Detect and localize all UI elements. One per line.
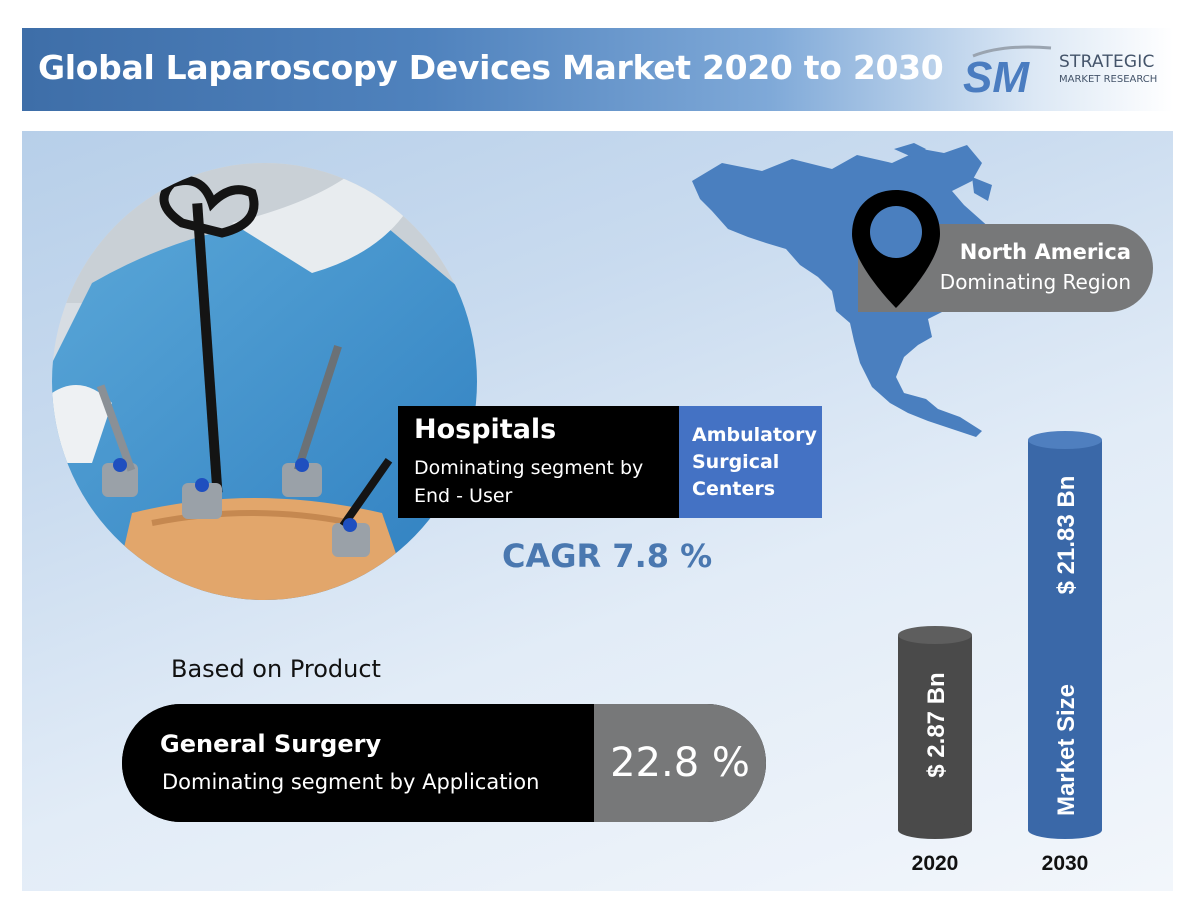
application-pill-left: General Surgery Dominating segment by Ap… xyxy=(122,704,594,822)
bar-base-2020 xyxy=(898,821,972,839)
bar-cap-2020 xyxy=(898,626,972,644)
product-heading: Based on Product xyxy=(171,655,381,683)
company-logo: SM STRATEGIC MARKET RESEARCH xyxy=(963,42,1163,98)
market-size-chart: $ 2.87 Bn 2020 $ 21.83 Bn Market Size 2030 xyxy=(880,420,1140,890)
bar-value-label-2030: $ 21.83 Bn xyxy=(1053,476,1080,595)
application-pill-right: 22.8 % xyxy=(594,704,766,822)
secondary-segment-label: Ambulatory Surgical Centers xyxy=(692,424,817,500)
application-pill: General Surgery Dominating segment by Ap… xyxy=(122,704,766,822)
end-user-subtitle: Dominating segment by End - User xyxy=(414,457,644,507)
category-label-2030: 2030 xyxy=(1042,852,1089,875)
bar-body-2030 xyxy=(1028,440,1102,830)
region-name: North America xyxy=(959,240,1131,264)
region-subtitle: Dominating Region xyxy=(939,270,1131,294)
surgery-photo xyxy=(52,163,477,600)
bar-value-label-2020: $ 2.87 Bn xyxy=(923,672,950,777)
application-share: 22.8 % xyxy=(610,740,750,786)
end-user-title: Hospitals xyxy=(414,414,557,445)
bar-inner-label: Market Size xyxy=(1053,684,1080,816)
logo-line-market-research: MARKET RESEARCH xyxy=(1059,74,1158,85)
category-label-2020: 2020 xyxy=(912,852,959,875)
application-subtitle: Dominating segment by Application xyxy=(162,770,540,794)
bar-base-2030 xyxy=(1028,821,1102,839)
logo-mark-text: SM xyxy=(963,53,1030,98)
bar-2020: $ 2.87 Bn 2020 xyxy=(898,626,972,875)
bar-cap-2030 xyxy=(1028,431,1102,449)
page-title: Global Laparoscopy Devices Market 2020 t… xyxy=(38,48,944,87)
secondary-segment-box: Ambulatory Surgical Centers xyxy=(679,406,822,518)
header-banner: Global Laparoscopy Devices Market 2020 t… xyxy=(22,28,1173,111)
sm-logo-icon: SM xyxy=(963,45,1052,98)
logo-line-strategic: STRATEGIC xyxy=(1059,52,1155,72)
bar-2030: $ 21.83 Bn Market Size 2030 xyxy=(1028,431,1102,875)
bar-body-2020 xyxy=(898,635,972,830)
application-title: General Surgery xyxy=(160,730,382,758)
end-user-segment-box: Hospitals Dominating segment by End - Us… xyxy=(398,406,679,518)
map-pin-icon xyxy=(848,186,944,312)
cagr-label: CAGR 7.8 % xyxy=(502,537,713,575)
